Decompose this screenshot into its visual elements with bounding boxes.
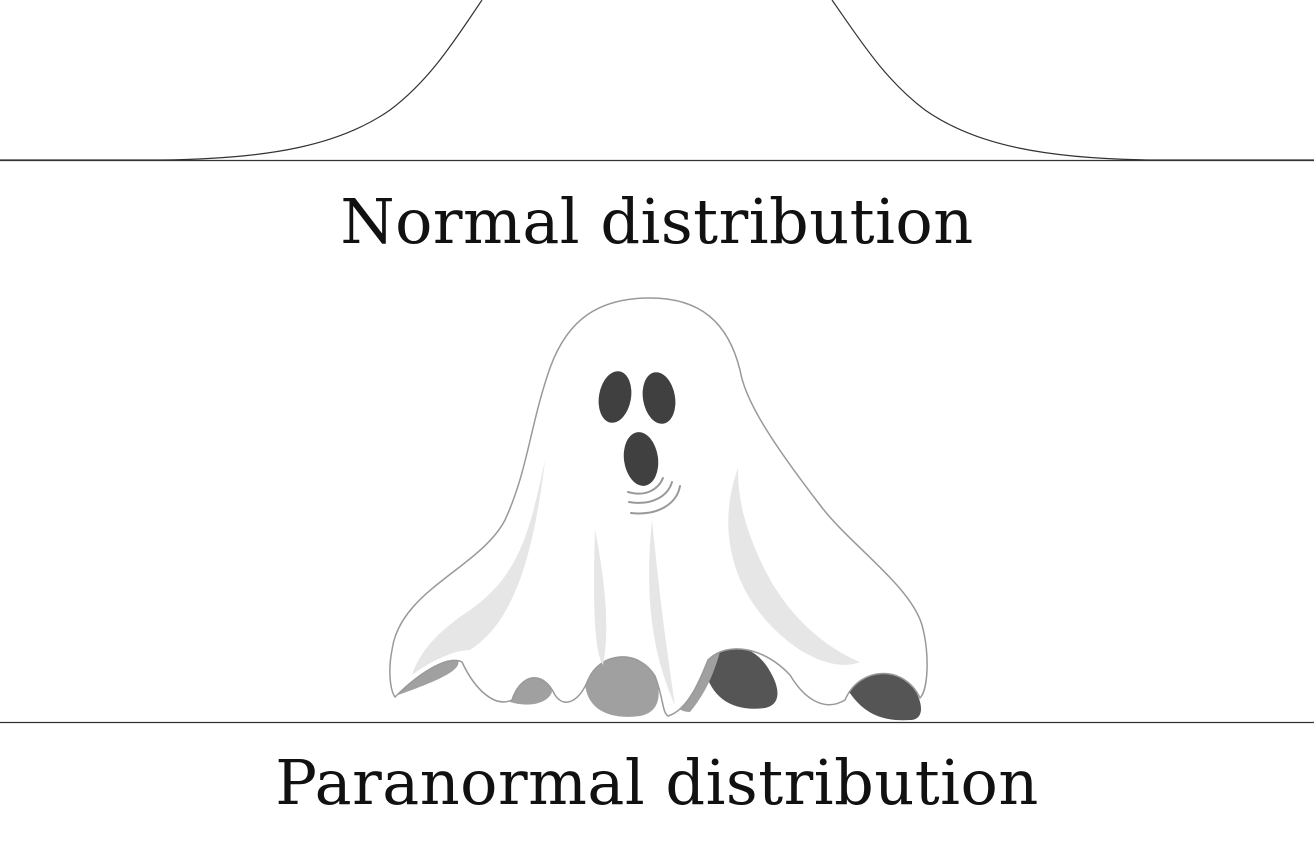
ghost-sound-wave-1 bbox=[627, 477, 664, 495]
ghost-hem-mid-4 bbox=[398, 659, 459, 695]
ghost-hem-mid-2 bbox=[585, 650, 659, 717]
normal-distribution-panel: Normal distribution bbox=[0, 0, 1314, 270]
ghost-fold-left bbox=[412, 460, 545, 675]
bell-curve-graphic bbox=[0, 0, 1314, 162]
normal-distribution-caption: Normal distribution bbox=[340, 185, 974, 258]
ghost-mouth bbox=[623, 432, 659, 486]
ghost-sound-wave-2 bbox=[628, 481, 673, 504]
ghost-sound-wave-3 bbox=[630, 485, 681, 515]
ghost-fold-center bbox=[649, 520, 675, 705]
ghost-hem-dark-mid bbox=[705, 646, 778, 709]
ghost-body bbox=[389, 297, 928, 717]
paranormal-distribution-caption: Paranormal distribution bbox=[275, 746, 1039, 819]
ghost-graphic bbox=[0, 297, 1314, 724]
paranormal-distribution-panel: Paranormal distribution bbox=[0, 290, 1314, 862]
ghost-left-eye bbox=[598, 371, 632, 423]
ghost-fold-right bbox=[728, 468, 860, 665]
ghost-right-eye bbox=[642, 372, 676, 424]
bell-curve-line bbox=[0, 0, 483, 161]
ghost-fold-center-left bbox=[593, 530, 607, 665]
bell-curve-line-right bbox=[831, 0, 1314, 161]
